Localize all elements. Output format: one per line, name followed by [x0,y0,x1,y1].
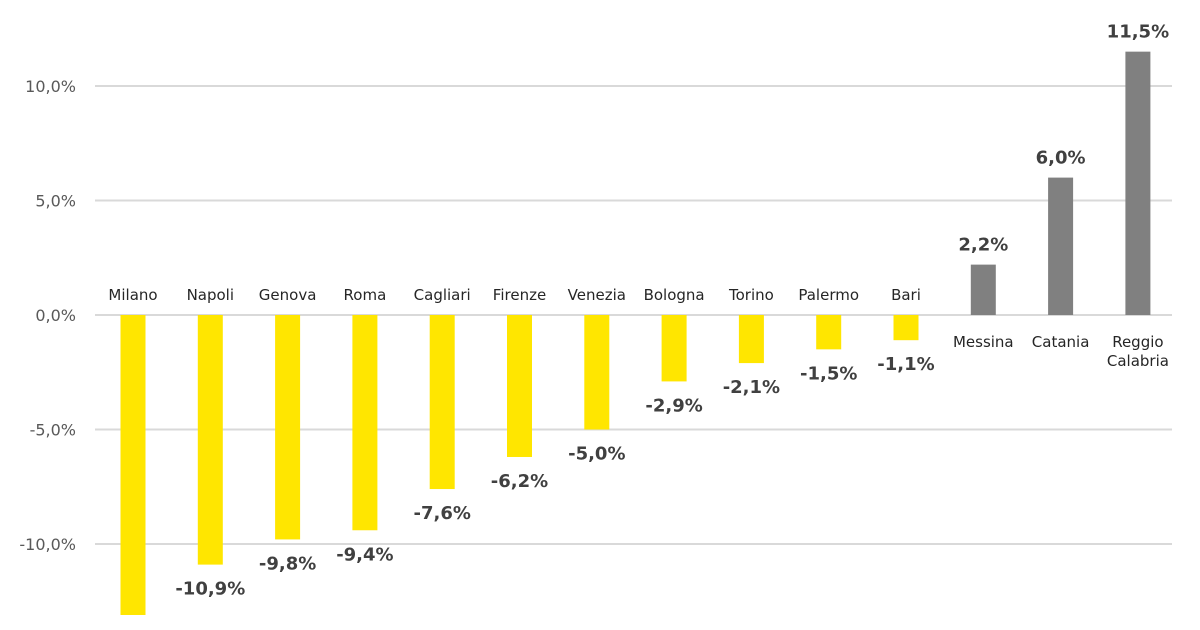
bar [661,315,687,382]
category-label: Cagliari [414,286,471,304]
bar [120,315,146,615]
category-label: Bologna [644,286,705,304]
y-tick-label: 5,0% [35,192,76,211]
category-label: Catania [1032,333,1090,351]
data-label: -2,1% [723,377,780,398]
data-label: -5,0% [568,444,625,465]
bar [197,315,223,565]
category-labels: Milano Napoli Genova Roma Cagliari Firenze Ven… [108,286,1169,370]
bar [584,315,610,430]
data-label: -2,9% [645,395,702,416]
category-label: Napoli [187,286,234,304]
category-label: Venezia [568,286,626,304]
data-label: 6,0% [1036,148,1086,169]
bar [429,315,455,490]
bar [507,315,532,457]
bar [893,315,919,341]
y-axis-tick-labels: 10,0% 5,0% 0,0% -5,0% -10,0% [19,77,76,554]
y-tick-label: -5,0% [30,421,76,440]
category-label: Milano [108,286,157,304]
bar [352,315,378,531]
data-label: -1,1% [877,354,934,375]
bar [1048,177,1074,315]
y-tick-label: 10,0% [25,77,76,96]
y-tick-label: -10,0% [19,535,76,554]
data-label: 11,5% [1107,22,1169,43]
category-label: Bari [891,286,921,304]
data-label: -9,4% [336,544,393,565]
category-label: Firenze [493,286,546,304]
gridlines [95,85,1172,545]
data-label: -10,9% [175,579,245,600]
bar [970,264,996,315]
category-label: Genova [259,286,317,304]
bars [120,51,1151,615]
data-label: -9,8% [259,553,316,574]
category-label: Roma [344,286,387,304]
data-label: -6,2% [491,471,548,492]
data-label: -1,5% [800,363,857,384]
data-labels: -10,9% -9,8% -9,4% -7,6% -6,2% -5,0% -2,9% -2,1… [175,22,1169,600]
category-label: Torino [728,286,774,304]
category-label: Palermo [798,286,859,304]
category-label: Reggio Calabria [1107,333,1169,370]
bar [1125,51,1151,316]
bar [275,315,301,540]
category-label: Messina [953,333,1014,351]
data-label: 2,2% [958,235,1008,256]
data-label: -7,6% [413,503,470,524]
y-tick-label: 0,0% [35,306,76,325]
bar [738,315,764,364]
bar [816,315,842,350]
